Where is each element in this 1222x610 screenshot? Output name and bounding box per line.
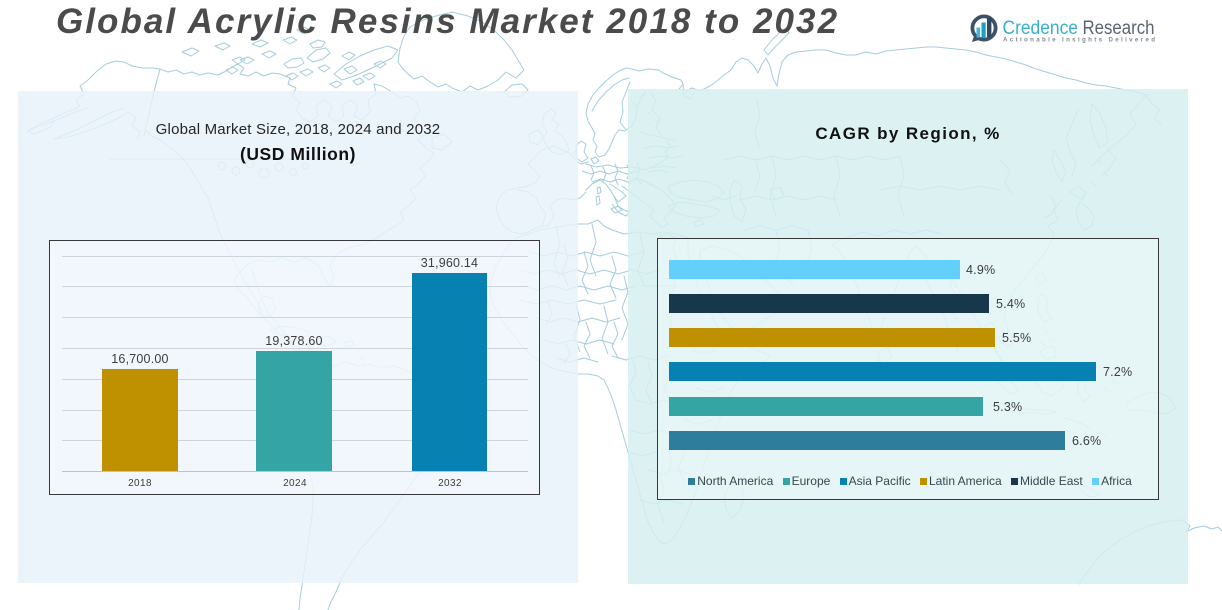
svg-text:Credence: Credence xyxy=(1003,18,1079,39)
svg-text:Actionable Insights Delivered: Actionable Insights Delivered xyxy=(1003,37,1155,44)
svg-text:Research: Research xyxy=(1083,18,1155,39)
